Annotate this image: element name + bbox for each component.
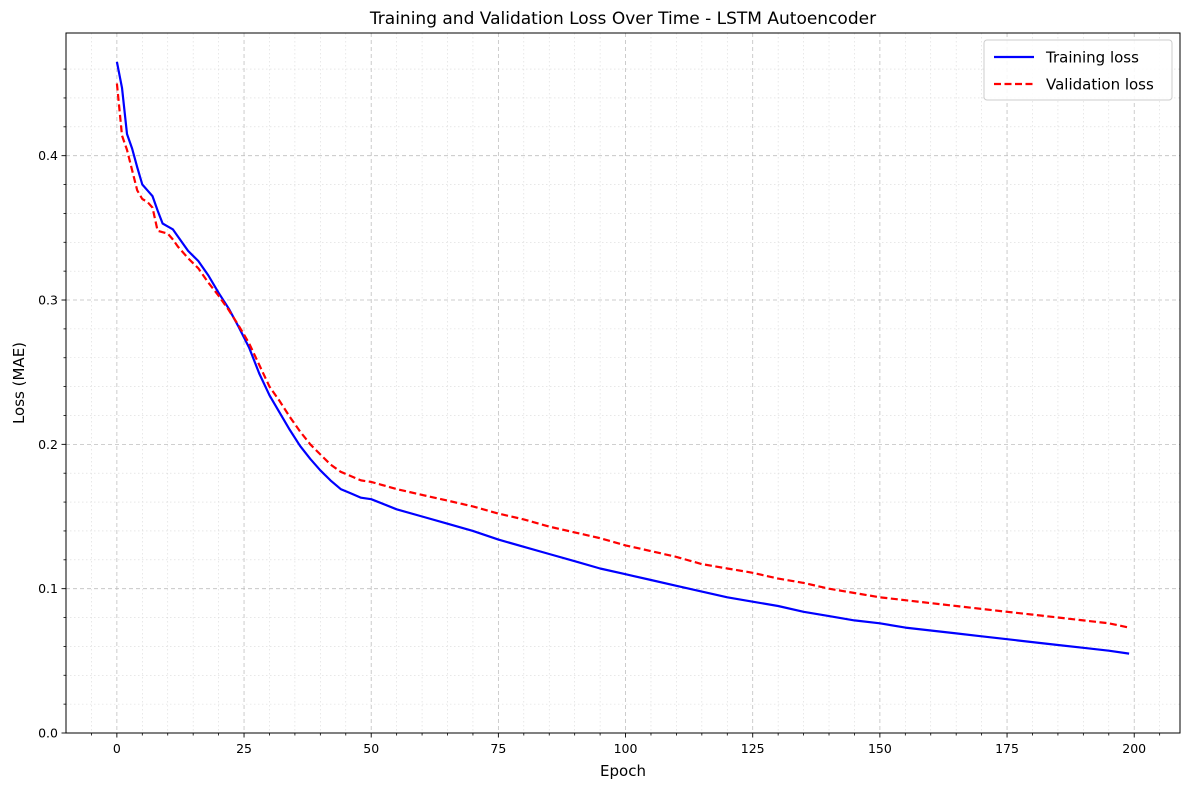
chart-title: Training and Validation Loss Over Time -… — [369, 9, 876, 29]
y-tick-label: 0.1 — [38, 581, 58, 596]
x-tick-label: 0 — [113, 741, 121, 756]
y-tick-label: 0.2 — [38, 437, 58, 452]
minor-grid — [66, 33, 1180, 733]
x-tick-label: 75 — [490, 741, 506, 756]
x-tick-label: 100 — [614, 741, 638, 756]
x-tick-label: 175 — [995, 741, 1019, 756]
y-axis-label: Loss (MAE) — [10, 342, 28, 424]
x-axis-label: Epoch — [600, 762, 646, 780]
x-tick-label: 25 — [236, 741, 252, 756]
training-loss-line — [115, 61, 1130, 655]
y-tick-label: 0.3 — [38, 293, 58, 308]
x-tick-label: 50 — [363, 741, 379, 756]
y-tick-label: 0.0 — [38, 726, 58, 741]
x-tick-label: 125 — [741, 741, 765, 756]
x-tick-label: 200 — [1122, 741, 1146, 756]
x-tick-label: 150 — [868, 741, 892, 756]
y-tick-label: 0.4 — [38, 148, 58, 163]
plot-frame — [65, 32, 1181, 734]
legend-label-validation: Validation loss — [1046, 76, 1154, 94]
axis-ticks — [61, 68, 1161, 738]
legend: Training loss Validation loss — [983, 39, 1173, 101]
axis-tick-labels: 0 25 50 75 100 125 150 175 200 0.0 0.1 0.2 0.3 0.4 — [38, 148, 1146, 756]
legend-label-training: Training loss — [1045, 49, 1139, 67]
validation-loss-line — [115, 83, 1130, 629]
series-layer — [115, 61, 1130, 655]
